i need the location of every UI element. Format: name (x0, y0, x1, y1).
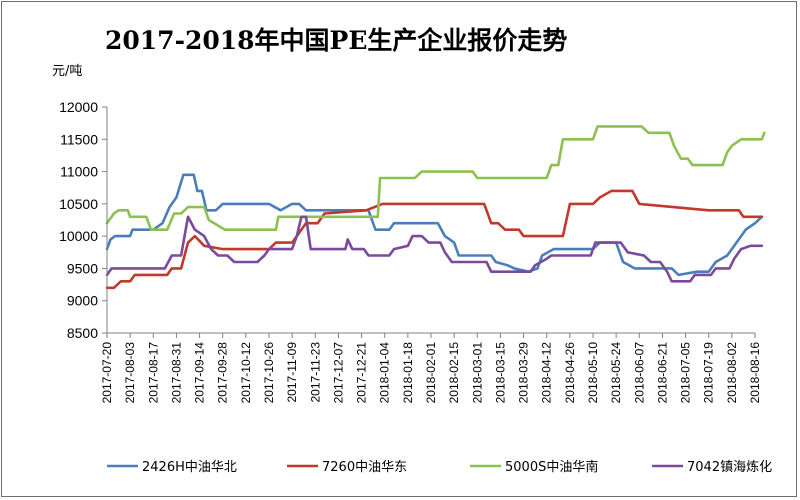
x-tick-label: 2018-01-04 (378, 342, 392, 404)
y-axis-unit-label: 元/吨 (52, 64, 82, 79)
x-tick-label: 2017-12-21 (355, 342, 369, 404)
y-tick-label: 9500 (67, 260, 98, 276)
y-tick-label: 11000 (60, 164, 98, 180)
y-tick-label: 11500 (60, 131, 98, 147)
y-tick-label: 9000 (67, 293, 98, 309)
x-tick-label: 2018-03-15 (493, 342, 507, 404)
series-line-2 (105, 189, 764, 290)
x-tick-label: 2017-09-14 (193, 342, 207, 404)
x-tick-label: 2018-08-02 (725, 342, 739, 404)
x-tick-label: 2017-11-09 (285, 342, 299, 403)
x-tick-label: 2018-07-05 (679, 342, 693, 404)
x-tick-label: 2018-02-15 (447, 342, 461, 404)
x-tick-label: 2017-08-17 (146, 342, 160, 404)
x-tick-label: 2017-11-23 (308, 342, 322, 403)
x-tick-label: 2017-10-26 (262, 342, 276, 404)
x-tick-label: 2017-07-20 (100, 342, 114, 404)
legend-label: 2426H中油华北 (142, 460, 237, 475)
x-tick-label: 2017-10-12 (239, 342, 253, 404)
y-tick-label: 12000 (59, 99, 98, 115)
series-line-1 (105, 173, 764, 277)
y-tick-label: 10000 (59, 228, 98, 244)
x-tick-label: 2018-07-19 (702, 342, 716, 404)
chart-title: 2017-2018年中国PE生产企业报价走势 (105, 26, 567, 55)
y-tick-label: 10500 (59, 196, 98, 212)
y-tick-label: 8500 (67, 325, 98, 341)
legend: 2426H中油华北 7260中油华东 5000S中油华南 7042镇海炼化 (107, 459, 772, 475)
series-line-3 (105, 125, 766, 231)
x-tick-label: 2018-05-10 (586, 342, 600, 404)
x-tick-label: 2017-12-07 (331, 342, 345, 404)
x-tick-label: 2017-08-03 (123, 342, 137, 404)
x-tick-label: 2017-09-28 (216, 342, 230, 404)
x-tick-label: 2018-05-24 (609, 342, 623, 404)
x-axis-ticks: 2017-07-20 2017-08-03 2017-08-17 2017-08-31… (100, 333, 762, 403)
x-tick-label: 2018-06-21 (655, 342, 669, 404)
x-tick-label: 2018-03-29 (517, 342, 531, 404)
series-line-4 (105, 215, 764, 283)
x-tick-label: 2018-06-07 (632, 342, 646, 404)
x-tick-label: 2018-08-16 (748, 342, 762, 404)
x-tick-label: 2018-04-26 (563, 342, 577, 404)
y-axis-ticks: 8500 9000 9500 10000 10500 11000 11500 12000 (59, 99, 107, 341)
x-tick-label: 2018-04-12 (540, 342, 554, 404)
legend-label: 5000S中油华南 (505, 459, 598, 475)
x-tick-label: 2018-03-01 (470, 342, 484, 404)
x-tick-label: 2017-08-31 (169, 342, 183, 404)
legend-label: 7260中油华东 (322, 460, 407, 475)
series-lines (105, 125, 766, 290)
legend-label: 7042镇海炼化 (687, 460, 772, 475)
x-tick-label: 2018-01-18 (401, 342, 415, 404)
x-tick-label: 2018-02-01 (424, 342, 438, 404)
